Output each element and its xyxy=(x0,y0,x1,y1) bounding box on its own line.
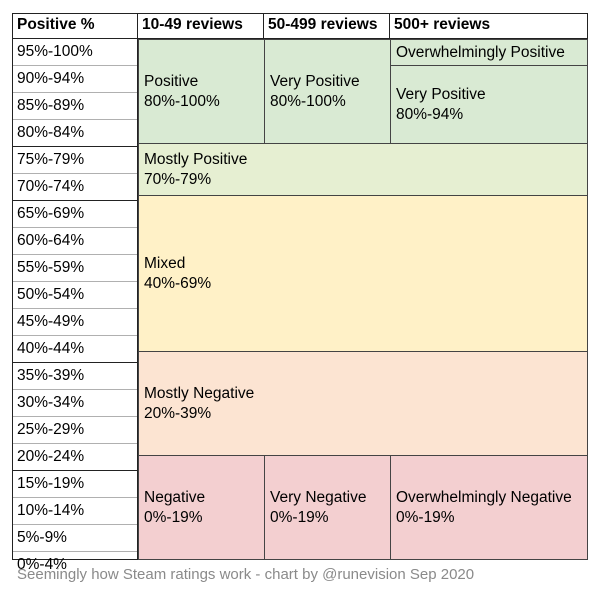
rating-range: 0%-19% xyxy=(396,508,455,526)
percent-row: 45%-49% xyxy=(13,309,137,336)
rating-name: Mixed xyxy=(144,254,186,272)
percent-row: 40%-44% xyxy=(13,336,137,363)
percent-row: 70%-74% xyxy=(13,174,137,201)
rating-name: Mostly Positive xyxy=(144,150,248,168)
rating-name: Very Negative xyxy=(270,488,367,506)
percent-row: 15%-19% xyxy=(13,471,137,498)
rating-very-positive-500-plus: Very Positive 80%-94% xyxy=(390,65,588,144)
rating-range: 80%-100% xyxy=(144,92,220,110)
rating-name: Very Positive xyxy=(270,72,360,90)
percent-row: 25%-29% xyxy=(13,417,137,444)
rating-name: Negative xyxy=(144,488,206,506)
rating-very-negative: Very Negative 0%-19% xyxy=(264,455,391,560)
rating-name: Mostly Negative xyxy=(144,384,255,402)
header-10-49-reviews: 10-49 reviews xyxy=(138,14,264,39)
rating-name: Overwhelmingly Positive xyxy=(396,43,565,61)
rating-mostly-positive: Mostly Positive 70%-79% xyxy=(138,143,588,196)
rating-mostly-negative: Mostly Negative 20%-39% xyxy=(138,351,588,456)
rating-name: Overwhelmingly Negative xyxy=(396,488,572,506)
percent-row: 30%-34% xyxy=(13,390,137,417)
rating-range: 0%-19% xyxy=(144,508,203,526)
header-positive-percent: Positive % xyxy=(13,14,138,39)
rating-mixed: Mixed 40%-69% xyxy=(138,195,588,352)
percent-row: 20%-24% xyxy=(13,444,137,471)
rating-name: Very Positive xyxy=(396,85,486,103)
rating-range: 80%-94% xyxy=(396,105,464,123)
percent-row: 75%-79% xyxy=(13,147,137,174)
rating-range: 20%-39% xyxy=(144,404,212,422)
percent-row: 0%-4% xyxy=(17,556,67,573)
rating-range: 80%-100% xyxy=(270,92,346,110)
rating-very-positive-50-499: Very Positive 80%-100% xyxy=(264,39,391,144)
percent-row: 35%-39% xyxy=(13,363,137,390)
rating-overwhelmingly-positive: Overwhelmingly Positive xyxy=(390,39,588,66)
rating-range: 70%-79% xyxy=(144,170,212,188)
rating-overwhelmingly-negative: Overwhelmingly Negative 0%-19% xyxy=(390,455,588,560)
percent-row: 55%-59% xyxy=(13,255,137,282)
rating-range: 0%-19% xyxy=(270,508,329,526)
percent-row: 60%-64% xyxy=(13,228,137,255)
percent-row: 80%-84% xyxy=(13,120,137,147)
header-500-plus-reviews: 500+ reviews xyxy=(390,14,587,39)
percent-row: 95%-100% xyxy=(13,39,137,66)
percent-row: 5%-9% xyxy=(13,525,137,552)
percent-row: 65%-69% xyxy=(13,201,137,228)
percent-row: 50%-54% xyxy=(13,282,137,309)
chart-caption: Seemingly how Steam ratings work - chart… xyxy=(17,566,475,583)
rating-name: Positive xyxy=(144,72,199,90)
header-50-499-reviews: 50-499 reviews xyxy=(264,14,390,39)
rating-range: 40%-69% xyxy=(144,274,212,292)
rating-negative: Negative 0%-19% xyxy=(138,455,265,560)
percent-row: 90%-94% xyxy=(13,66,137,93)
rating-positive: Positive 80%-100% xyxy=(138,39,265,144)
percent-row: 10%-14% xyxy=(13,498,137,525)
percent-row: 85%-89% xyxy=(13,93,137,120)
percent-column: 95%-100% 90%-94% 85%-89% 80%-84% 75%-79%… xyxy=(13,39,138,573)
